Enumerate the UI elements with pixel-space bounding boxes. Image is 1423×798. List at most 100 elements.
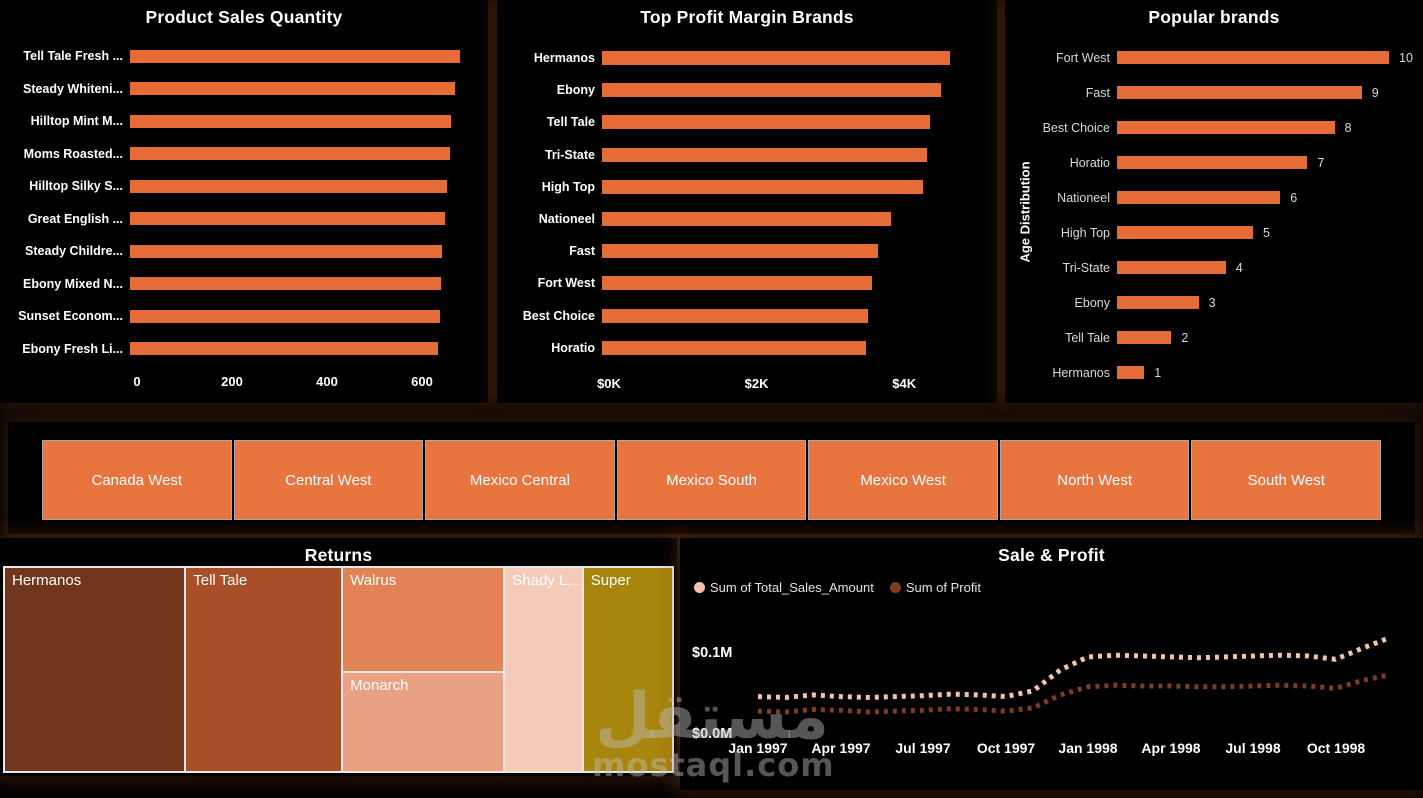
profit_margin-rows: Hermanos Ebony Tell Tale Tri-State High Top N… [497,42,989,364]
bar-track: 5 [1117,226,1415,240]
bar-category-label: Hilltop Mint M... [30,114,123,129]
bar[interactable] [130,179,447,193]
bar-track: 8 [1117,121,1415,135]
bar-category-label: High Top [541,179,595,194]
bar-row: Tri-State [497,139,989,171]
bar[interactable] [602,212,891,227]
slicer-button-north-west[interactable]: North West [999,440,1190,520]
legend-item[interactable]: Sum of Profit [889,580,981,595]
treemap-column: Hermanos [5,568,185,771]
bar-category-label: Fast [569,244,595,259]
bar-category-label: Ebony [1074,295,1110,310]
bar-row: Steady Whiteni... [0,73,480,106]
bar[interactable] [130,244,443,258]
bar-track [602,147,989,162]
bar-track [130,147,480,161]
legend-item[interactable]: Sum of Total_Sales_Amount [694,580,874,595]
bar[interactable] [1117,296,1199,309]
line-series-profit[interactable] [757,672,1391,715]
bar-row: Tell Tale [497,106,989,138]
bar[interactable] [602,83,942,98]
bar[interactable] [602,147,927,162]
bar-row: Fort West 10 [1005,40,1415,75]
bar-track: 9 [1117,85,1415,100]
bar[interactable] [130,82,456,96]
returns-title: Returns [304,545,373,565]
bar[interactable] [1117,331,1172,344]
bar-value-label: 7 [1317,155,1325,170]
bar[interactable] [602,51,951,66]
bar-track: 1 [1117,365,1415,380]
bar-track: 6 [1117,191,1415,205]
popular-brands-panel: Popular brands Age Distribution Fort Wes… [1005,0,1423,403]
bar[interactable] [1117,191,1281,204]
x-axis-tick: Jul 1997 [895,740,950,756]
bar[interactable] [130,114,452,128]
slicer-button-central-west[interactable]: Central West [233,440,424,520]
bar-category-label: Horatio [551,340,595,355]
slicer-button-mexico-west[interactable]: Mexico West [808,440,998,520]
treemap-cell-walrus[interactable]: Walrus [343,568,504,671]
slicer-button-south-west[interactable]: South West [1191,440,1382,520]
bar[interactable] [602,276,873,291]
bar[interactable] [1117,51,1389,64]
bar[interactable] [602,179,924,194]
bar[interactable] [130,212,446,226]
bar-row: Tri-State 4 [1005,250,1415,285]
bar[interactable] [1117,261,1226,274]
bar-track [130,277,480,291]
legend-label: Sum of Total_Sales_Amount [710,580,874,595]
bar-value-label: 1 [1154,365,1162,380]
bar[interactable] [1117,86,1362,99]
bar-row: Fast [497,235,989,267]
treemap-cell-super[interactable]: Super [583,568,672,771]
x-axis-tick: 0 [133,374,141,389]
treemap-cell-shady-l[interactable]: Shady L... [505,568,582,771]
x-axis-tick: $0K [597,376,621,391]
x-axis-tick: Apr 1998 [1141,740,1200,756]
bar[interactable] [1117,226,1253,239]
bar[interactable] [1117,366,1145,379]
bar[interactable] [602,244,878,259]
bar-category-label: Ebony Fresh Li... [22,341,123,356]
bar-track [602,83,989,98]
x-axis-tick: 600 [411,374,433,389]
bar-row: Tell Tale Fresh ... [0,40,480,73]
sale-profit-panel: Sale & Profit Sum of Total_Sales_Amount S… [680,538,1423,790]
bar-track [602,340,989,355]
treemap-cell-label: Shady L... [512,572,580,589]
x-axis-tick: Oct 1998 [1307,740,1366,756]
treemap-cell-label: Walrus [350,572,397,589]
treemap-cell-tell-tale[interactable]: Tell Tale [186,568,342,771]
bar[interactable] [602,340,867,355]
bar[interactable] [130,147,450,161]
bar-category-label: Tri-State [544,147,595,162]
bar-track [602,179,989,194]
slicer-button-canada-west[interactable]: Canada West [42,440,232,520]
bar[interactable] [1117,156,1308,169]
bar-row: Best Choice 8 [1005,110,1415,145]
bar[interactable] [602,115,931,130]
treemap-cell-label: Hermanos [12,572,82,589]
bar[interactable] [1117,121,1335,134]
bar[interactable] [130,277,441,291]
line-series-sales[interactable] [757,635,1392,700]
treemap-column: Walrus Monarch [343,568,504,771]
bar[interactable] [130,342,438,356]
slicer-button-mexico-south[interactable]: Mexico South [616,440,807,520]
bar-row: Hermanos 1 [1005,355,1415,390]
bar[interactable] [130,309,440,323]
bar-track [602,244,989,259]
bar-row: Hermanos [497,42,989,74]
slicer-button-mexico-central[interactable]: Mexico Central [425,440,615,520]
bar-category-label: Steady Whiteni... [22,81,123,96]
bar[interactable] [602,308,868,323]
bar-row: Ebony 3 [1005,285,1415,320]
treemap-cell-hermanos[interactable]: Hermanos [5,568,185,771]
x-axis-tick: $4K [892,376,917,391]
bar[interactable] [130,49,461,63]
treemap-cell-monarch[interactable]: Monarch [343,672,504,771]
bar-value-label: 9 [1371,85,1379,100]
bar-track: 2 [1117,331,1415,345]
x-axis-tick: Jan 1997 [728,740,787,756]
